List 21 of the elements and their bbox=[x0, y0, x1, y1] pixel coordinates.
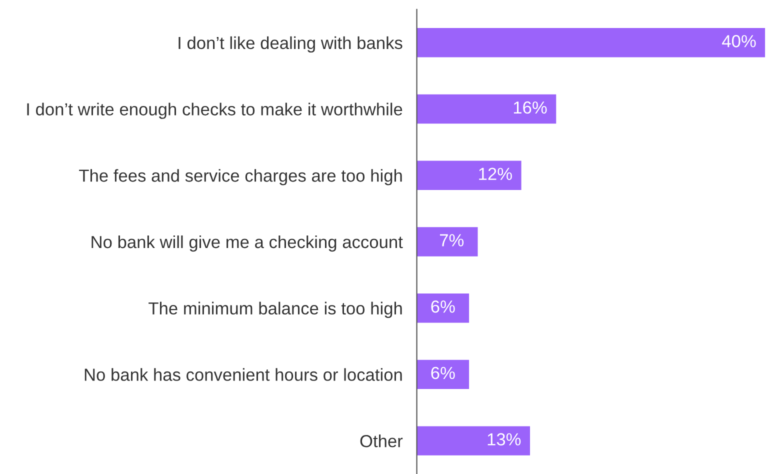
bar bbox=[416, 294, 470, 323]
bar bbox=[416, 360, 470, 390]
bar bbox=[416, 426, 530, 456]
data-label: 12% bbox=[479, 168, 512, 180]
bar bbox=[416, 94, 556, 124]
y-tick-label: I don’t write enough checks to make it worthwhile bbox=[27, 102, 402, 119]
data-label: 6% bbox=[431, 300, 455, 313]
data-label: 40% bbox=[722, 35, 756, 48]
y-tick-label: No bank has convenient hours or location bbox=[84, 368, 402, 381]
data-label: 7% bbox=[440, 234, 464, 246]
y-tick-label: The fees and service charges are too high bbox=[79, 169, 402, 186]
data-label: 13% bbox=[488, 433, 521, 446]
bar bbox=[416, 227, 478, 256]
bar bbox=[416, 28, 766, 58]
y-tick-label: I don’t like dealing with banks bbox=[178, 36, 402, 53]
y-tick-label: Other bbox=[360, 434, 403, 448]
bar bbox=[416, 160, 522, 190]
y-tick-label: No bank will give me a checking account bbox=[92, 235, 403, 252]
y-tick-label: The minimum balance is too high bbox=[148, 302, 402, 318]
data-label: 6% bbox=[431, 366, 455, 380]
data-label: 16% bbox=[514, 101, 547, 114]
